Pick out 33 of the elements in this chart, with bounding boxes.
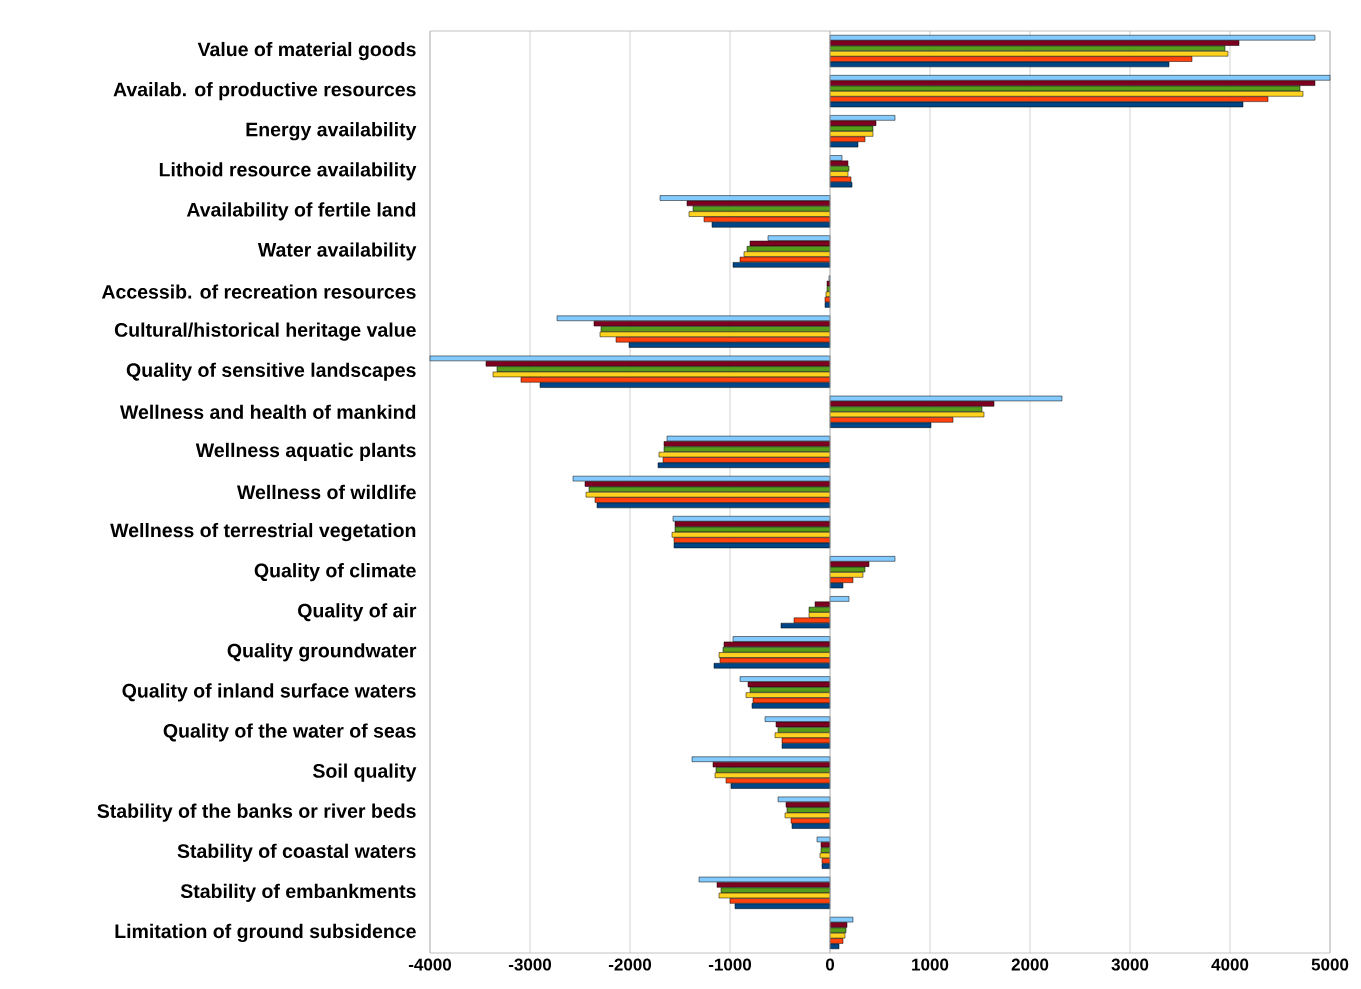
y-tick-label: Quality of sensitive landscapes [126,362,416,381]
y-tick-label: Wellness of terrestrial vegetation [110,522,416,542]
y-tick-label: Value of material goods [197,41,416,61]
x-tick-label: -3000 [508,958,552,971]
x-tick-label: 2000 [1011,958,1049,971]
y-tick-label: Lithoid resource availability [159,162,417,181]
y-tick-label: Water availability [257,242,417,261]
y-tick-label: Quality of inland surface waters [122,683,416,702]
y-tick-label: Energy availability [246,122,417,141]
y-tick-label: Quality of climate [254,563,416,582]
y-tick-label: Quality of air [298,603,417,622]
y-tick-label: Wellness and health of mankind [119,404,416,419]
y-tick-label: Wellness aquatic plants [195,442,416,462]
y-tick-label: Stability of the banks or river beds [97,803,416,822]
y-tick-label: Stability of embankments [180,883,416,902]
x-tick-label: 4000 [1211,958,1249,971]
y-tick-label: Quality groundwater [227,643,417,662]
x-tick-label: 5000 [1311,958,1349,971]
x-tick-label: -1000 [708,958,752,971]
x-tick-label: -2000 [608,958,652,971]
y-tick-label: Stability of coastal waters [177,843,416,862]
y-tick-label: Soil quality [313,763,417,782]
y-tick-label: Availability of fertile land [186,202,416,221]
x-tick-label: 3000 [1111,958,1149,971]
y-tick-label: Cultural/historical heritage value [114,322,416,341]
x-tick-label: 0 [825,958,835,971]
y-tick-label: Availab. of productive resources [113,82,416,101]
y-tick-label: Wellness of wildlife [236,484,416,500]
x-tick-label: 1000 [912,958,949,971]
x-tick-label: -4000 [408,958,452,971]
y-tick-label: Limitation of ground subsidence [115,923,416,943]
y-tick-label: Accessib. of recreation resources [101,284,416,299]
y-tick-label: Quality of the water of seas [163,723,416,742]
